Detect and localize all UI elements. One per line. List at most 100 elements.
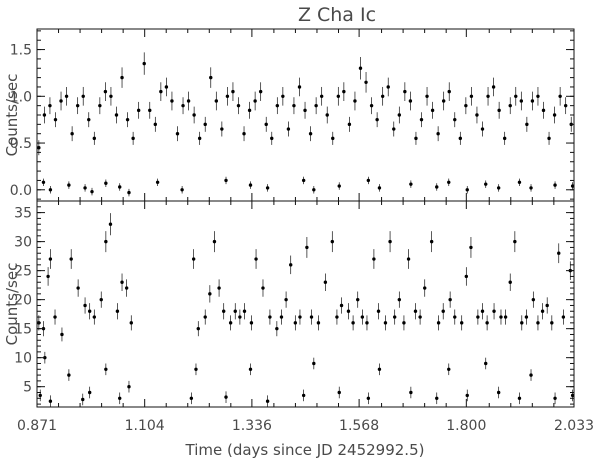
bottom-data-point	[289, 263, 293, 267]
bottom-data-point	[104, 367, 108, 371]
bottom-data-point	[87, 390, 92, 395]
bottom-data-point	[435, 396, 439, 400]
bottom-y-tick-label: 35	[14, 206, 32, 222]
top-data-point	[286, 127, 291, 131]
top-data-point	[127, 190, 131, 195]
bottom-data-point	[129, 321, 133, 325]
bottom-data-point	[485, 321, 489, 325]
top-data-point	[436, 131, 440, 136]
bottom-data-point	[293, 321, 298, 325]
bottom-data-point	[99, 297, 103, 302]
chart-title: Z Cha Ic	[298, 4, 376, 26]
bottom-data-point	[196, 326, 200, 331]
top-data-point	[75, 103, 80, 108]
bottom-data-point	[351, 321, 355, 325]
top-data-point	[525, 122, 529, 127]
bottom-data-point	[499, 315, 503, 319]
top-data-point	[547, 136, 551, 141]
bottom-data-point	[279, 315, 284, 319]
top-data-point	[331, 136, 335, 141]
bottom-data-point	[265, 399, 270, 403]
top-data-point	[192, 113, 196, 117]
top-data-point	[480, 127, 485, 131]
x-tick-label: 1.104	[125, 418, 165, 434]
bottom-data-point	[447, 367, 451, 371]
bottom-data-point	[224, 395, 228, 399]
bottom-data-point	[448, 297, 452, 302]
bottom-data-point	[508, 280, 512, 284]
bottom-data-point	[305, 245, 309, 250]
bottom-data-point	[208, 292, 212, 296]
bottom-data-point	[366, 396, 371, 400]
top-data-point	[375, 117, 379, 122]
top-data-point	[103, 89, 108, 94]
bottom-data-point	[76, 286, 80, 290]
top-data-point	[64, 94, 69, 99]
top-data-point	[502, 136, 507, 141]
bottom-data-point	[453, 315, 457, 319]
bottom-data-point	[383, 321, 388, 325]
top-data-point	[447, 180, 451, 185]
top-data-point	[347, 122, 352, 127]
top-data-point	[37, 146, 41, 150]
bottom-data-point	[69, 257, 73, 261]
bottom-data-point	[397, 297, 402, 302]
bottom-data-point	[284, 297, 288, 302]
top-data-point	[70, 131, 74, 136]
bottom-data-point	[465, 393, 469, 398]
top-data-point	[464, 103, 468, 108]
top-data-point	[419, 117, 424, 122]
bottom-data-point	[275, 326, 279, 331]
top-data-point	[469, 94, 474, 99]
top-data-point	[308, 131, 313, 136]
bottom-data-point	[376, 309, 381, 313]
bottom-data-point	[406, 257, 411, 261]
top-y-tick-label: 0.5	[10, 136, 32, 152]
top-panel-ylabel: Counts/sec	[3, 74, 21, 157]
top-data-point	[366, 178, 371, 183]
top-data-point	[475, 113, 479, 117]
top-data-point	[83, 186, 87, 190]
top-data-point	[120, 75, 124, 80]
bottom-data-point	[365, 321, 369, 325]
x-axis-label: Time (days since JD 2452992.5)	[185, 441, 425, 459]
bottom-data-point	[67, 373, 71, 377]
bottom-data-point	[323, 280, 328, 284]
bottom-data-point	[127, 384, 131, 389]
top-data-point	[458, 136, 463, 141]
x-tick-label: 2.033	[554, 418, 594, 434]
bottom-data-point	[460, 321, 464, 325]
bottom-data-point	[413, 309, 418, 313]
bottom-data-point	[545, 303, 549, 308]
bottom-data-point	[46, 274, 50, 279]
top-data-point	[484, 182, 488, 186]
bottom-data-point	[480, 309, 485, 313]
top-data-point	[453, 117, 457, 122]
bottom-data-point	[115, 309, 120, 313]
top-data-point	[92, 136, 97, 141]
top-data-point	[337, 184, 341, 188]
top-data-point	[297, 85, 302, 89]
top-y-tick-label: 1.0	[10, 89, 32, 105]
bottom-data-point	[261, 286, 265, 290]
bottom-data-point	[339, 303, 344, 308]
x-tick-label: 1.336	[232, 418, 272, 434]
bottom-data-point	[108, 222, 113, 226]
bottom-data-point	[316, 321, 321, 325]
top-data-point	[496, 186, 501, 190]
bottom-data-point	[388, 239, 392, 244]
top-data-point	[155, 180, 160, 185]
top-data-point	[353, 99, 357, 103]
top-data-point	[48, 103, 52, 108]
bottom-data-point	[531, 297, 536, 302]
bottom-data-point	[248, 367, 253, 371]
top-data-point	[159, 89, 163, 94]
bottom-data-point	[464, 274, 469, 279]
bottom-data-point	[104, 239, 108, 244]
top-data-point	[392, 127, 396, 131]
bottom-data-point	[529, 373, 533, 377]
bottom-data-point	[418, 315, 422, 319]
top-data-point	[364, 80, 368, 84]
bottom-data-point	[553, 396, 557, 400]
top-data-point	[414, 136, 418, 141]
